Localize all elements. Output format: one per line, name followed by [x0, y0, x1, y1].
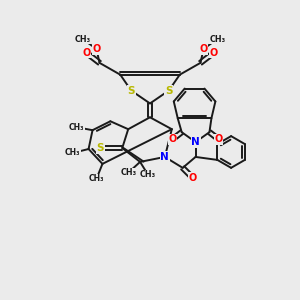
- Text: S: S: [128, 85, 135, 96]
- Text: O: O: [82, 48, 91, 58]
- Text: CH₃: CH₃: [75, 34, 91, 43]
- Text: CH₃: CH₃: [65, 148, 80, 158]
- Text: O: O: [214, 134, 223, 144]
- Text: S: S: [165, 85, 172, 96]
- Text: CH₃: CH₃: [89, 174, 104, 183]
- Text: N: N: [160, 152, 169, 162]
- Text: N: N: [191, 137, 200, 147]
- Text: O: O: [188, 173, 197, 183]
- Text: O: O: [169, 134, 177, 144]
- Text: CH₃: CH₃: [120, 168, 136, 177]
- Text: O: O: [200, 44, 208, 54]
- Text: O: O: [209, 48, 217, 58]
- Text: CH₃: CH₃: [209, 34, 225, 43]
- Text: S: S: [97, 143, 104, 153]
- Text: CH₃: CH₃: [69, 123, 84, 132]
- Text: CH₃: CH₃: [140, 170, 156, 179]
- Text: O: O: [92, 44, 101, 54]
